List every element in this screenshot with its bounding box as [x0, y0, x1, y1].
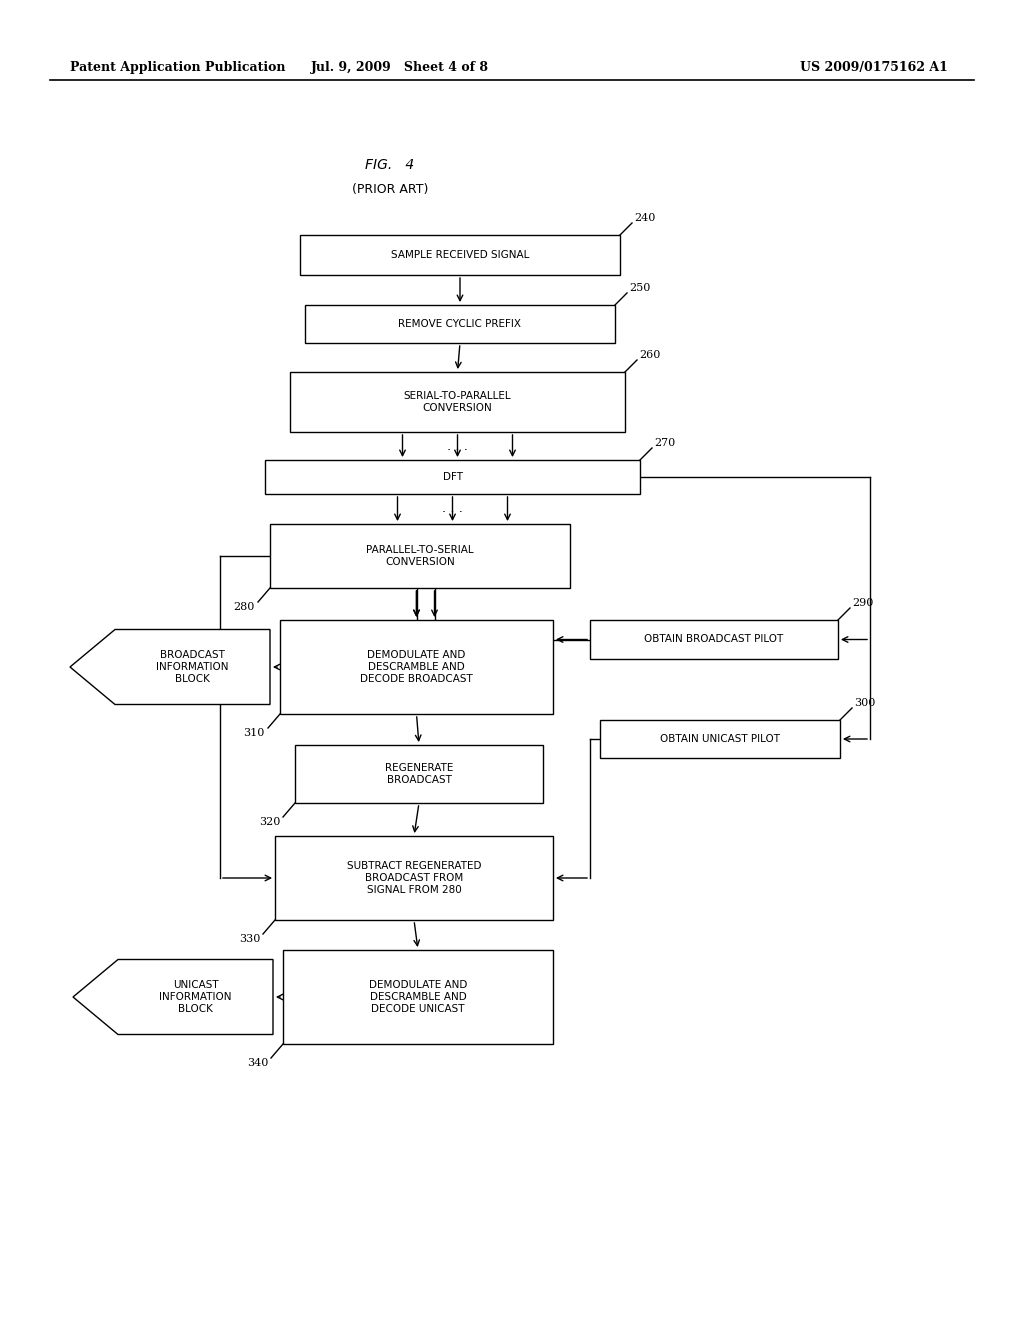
Bar: [265, 459, 640, 494]
Text: DEMODULATE AND
DESCRAMBLE AND
DECODE UNICAST: DEMODULATE AND DESCRAMBLE AND DECODE UNI…: [369, 981, 467, 1014]
Polygon shape: [73, 960, 273, 1035]
Bar: [270, 524, 570, 587]
Text: US 2009/0175162 A1: US 2009/0175162 A1: [800, 62, 948, 74]
Text: FIG.   4: FIG. 4: [366, 158, 415, 172]
Text: . . .: . . .: [447, 440, 468, 453]
Text: DEMODULATE AND
DESCRAMBLE AND
DECODE BROADCAST: DEMODULATE AND DESCRAMBLE AND DECODE BRO…: [360, 651, 473, 684]
Text: OBTAIN BROADCAST PILOT: OBTAIN BROADCAST PILOT: [644, 635, 783, 644]
Text: BROADCAST
INFORMATION
BLOCK: BROADCAST INFORMATION BLOCK: [157, 651, 228, 684]
Text: REGENERATE
BROADCAST: REGENERATE BROADCAST: [385, 763, 454, 785]
Bar: [590, 620, 838, 659]
Text: (PRIOR ART): (PRIOR ART): [352, 183, 428, 197]
Text: SUBTRACT REGENERATED
BROADCAST FROM
SIGNAL FROM 280: SUBTRACT REGENERATED BROADCAST FROM SIGN…: [347, 862, 481, 895]
Bar: [305, 305, 615, 343]
Text: PARALLEL-TO-SERIAL
CONVERSION: PARALLEL-TO-SERIAL CONVERSION: [367, 545, 474, 566]
Bar: [295, 744, 543, 803]
Bar: [300, 235, 620, 275]
Text: 320: 320: [259, 817, 280, 828]
Text: 310: 310: [244, 729, 265, 738]
Text: SAMPLE RECEIVED SIGNAL: SAMPLE RECEIVED SIGNAL: [391, 249, 529, 260]
Text: REMOVE CYCLIC PREFIX: REMOVE CYCLIC PREFIX: [398, 319, 521, 329]
Bar: [600, 719, 840, 758]
Text: Patent Application Publication: Patent Application Publication: [70, 62, 286, 74]
Text: OBTAIN UNICAST PILOT: OBTAIN UNICAST PILOT: [660, 734, 780, 744]
Polygon shape: [70, 630, 270, 705]
Text: UNICAST
INFORMATION
BLOCK: UNICAST INFORMATION BLOCK: [160, 981, 231, 1014]
Text: 300: 300: [854, 698, 876, 708]
Text: 240: 240: [634, 213, 655, 223]
Text: 270: 270: [654, 438, 675, 447]
Text: 280: 280: [233, 602, 255, 612]
Text: 340: 340: [247, 1059, 268, 1068]
Text: 260: 260: [639, 350, 660, 360]
Text: 330: 330: [239, 935, 260, 944]
Bar: [290, 372, 625, 432]
Bar: [283, 950, 553, 1044]
Text: 250: 250: [629, 282, 650, 293]
Text: . . .: . . .: [442, 503, 463, 516]
Bar: [280, 620, 553, 714]
Bar: [275, 836, 553, 920]
Text: 290: 290: [852, 598, 873, 609]
Text: Jul. 9, 2009   Sheet 4 of 8: Jul. 9, 2009 Sheet 4 of 8: [311, 62, 489, 74]
Text: SERIAL-TO-PARALLEL
CONVERSION: SERIAL-TO-PARALLEL CONVERSION: [403, 391, 511, 413]
Text: DFT: DFT: [442, 473, 463, 482]
